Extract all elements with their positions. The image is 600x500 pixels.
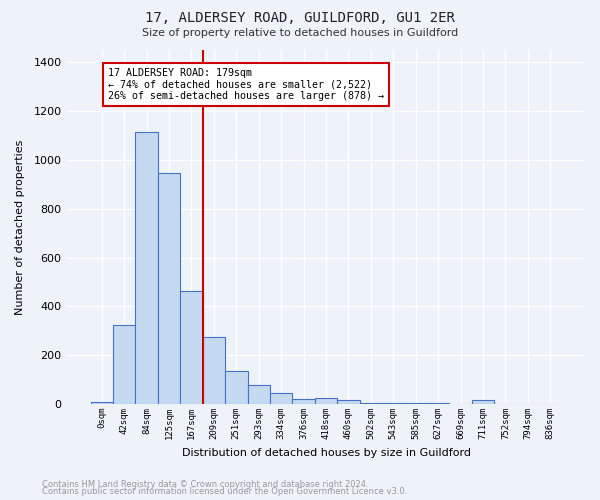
Text: Contains public sector information licensed under the Open Government Licence v3: Contains public sector information licen… (42, 488, 407, 496)
Bar (91, 402, 113, 404)
Bar (404, 403, 427, 404)
Bar (270, 393, 292, 404)
Bar (472, 400, 494, 404)
Text: Contains HM Land Registry data © Crown copyright and database right 2024.: Contains HM Land Registry data © Crown c… (42, 480, 368, 489)
Bar (113, 325, 136, 404)
Bar (337, 400, 359, 404)
Bar (359, 403, 382, 404)
Bar (203, 337, 225, 404)
Bar (427, 403, 449, 404)
Text: 17 ALDERSEY ROAD: 179sqm
← 74% of detached houses are smaller (2,522)
26% of sem: 17 ALDERSEY ROAD: 179sqm ← 74% of detach… (109, 68, 385, 101)
Text: 17, ALDERSEY ROAD, GUILDFORD, GU1 2ER: 17, ALDERSEY ROAD, GUILDFORD, GU1 2ER (145, 11, 455, 25)
Bar (315, 398, 337, 404)
Bar (180, 290, 203, 404)
Text: Size of property relative to detached houses in Guildford: Size of property relative to detached ho… (142, 28, 458, 38)
Bar (248, 385, 270, 404)
X-axis label: Distribution of detached houses by size in Guildford: Distribution of detached houses by size … (182, 448, 470, 458)
Bar (136, 132, 158, 404)
Bar (225, 371, 248, 404)
Bar (158, 174, 180, 404)
Bar (292, 399, 315, 404)
Bar (382, 403, 404, 404)
Y-axis label: Number of detached properties: Number of detached properties (15, 140, 25, 315)
